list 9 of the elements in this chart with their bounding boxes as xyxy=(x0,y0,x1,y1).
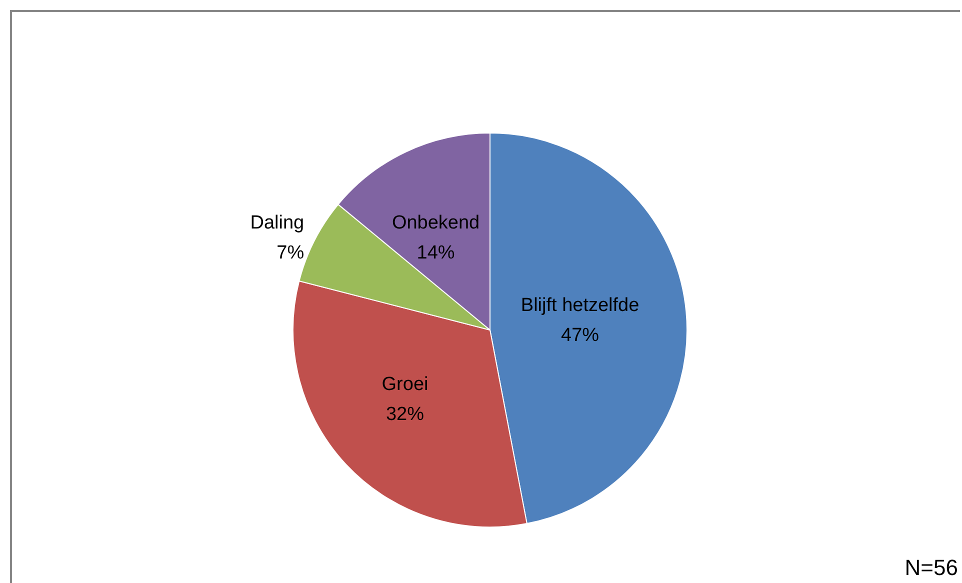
slice-label: Blijft hetzelfde xyxy=(520,294,640,316)
slice-label: Daling xyxy=(250,212,304,234)
data-label: 14% xyxy=(416,242,455,264)
data-label: 7% xyxy=(276,242,304,264)
slice-label: Onbekend xyxy=(392,212,480,234)
slice-label: Groei xyxy=(382,374,428,395)
text: N=56 xyxy=(904,555,958,581)
data-label: 32% xyxy=(386,404,424,425)
data-label: 47% xyxy=(561,324,600,346)
